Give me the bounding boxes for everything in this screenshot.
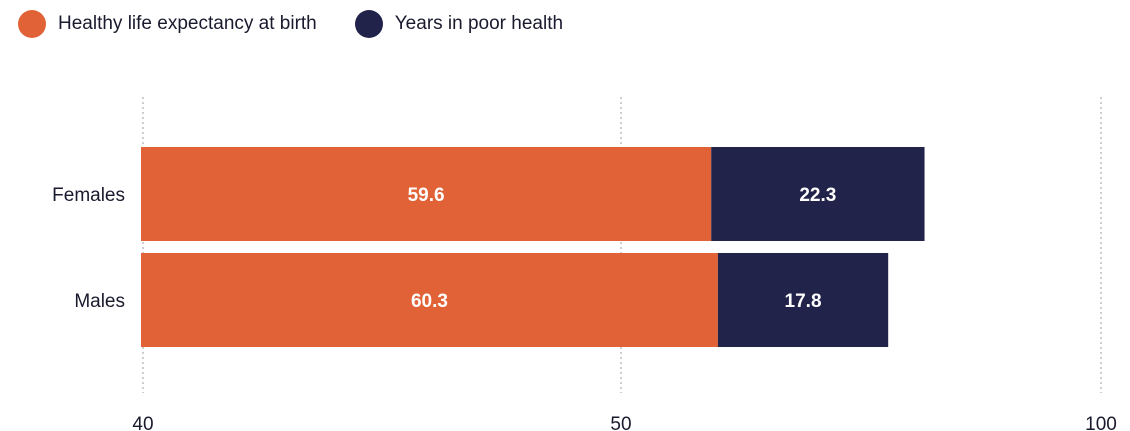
- data-label-females-series-1: 22.3: [799, 185, 836, 206]
- legend-swatch-healthy: [18, 10, 46, 38]
- bar-females-series-1: [711, 147, 925, 241]
- bar-females-series-0: [141, 147, 712, 241]
- data-label-males-series-0: 60.3: [411, 291, 448, 312]
- legend: Healthy life expectancy at birth Years i…: [18, 10, 601, 38]
- bar-males-series-0: [141, 253, 718, 347]
- legend-label-healthy: Healthy life expectancy at birth: [58, 13, 317, 34]
- legend-swatch-poor-health: [354, 10, 383, 38]
- legend-label-poor-health: Years in poor health: [394, 13, 564, 34]
- category-label-males: Males: [74, 291, 125, 312]
- category-label-females: Females: [52, 185, 125, 206]
- bar-males-series-1: [717, 253, 889, 347]
- data-label-males-series-1: 17.8: [785, 291, 822, 312]
- data-label-females-series-0: 59.6: [408, 185, 445, 206]
- x-tick-label-100: 100: [1085, 414, 1117, 431]
- x-tick-label-40: 40: [132, 414, 153, 431]
- x-tick-label-50: 50: [610, 414, 631, 431]
- legend-item-poor-health: Years in poor health: [354, 10, 564, 38]
- legend-item-healthy: Healthy life expectancy at birth: [18, 10, 317, 38]
